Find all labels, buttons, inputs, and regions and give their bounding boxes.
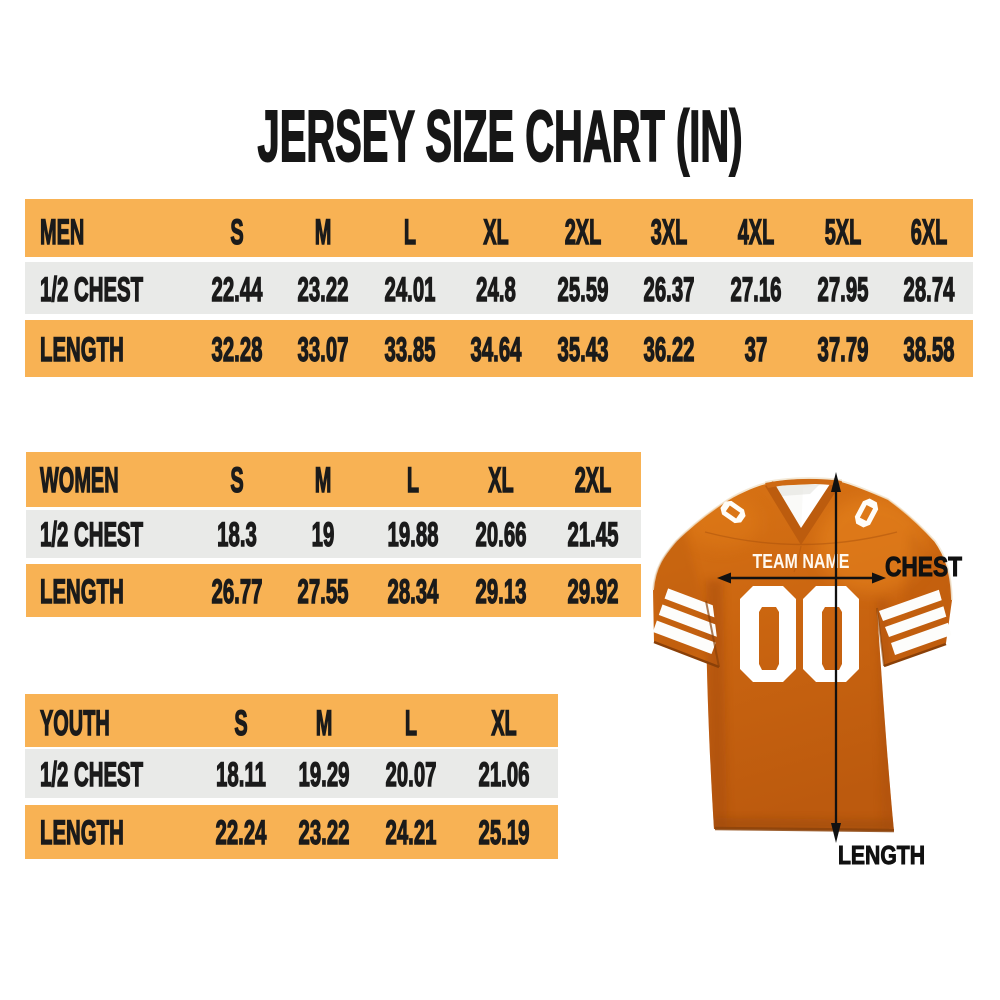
svg-text:27.95: 27.95: [817, 271, 868, 309]
svg-text:20.66: 20.66: [475, 516, 526, 554]
svg-text:35.43: 35.43: [557, 331, 608, 369]
svg-text:24.21: 24.21: [385, 814, 436, 852]
svg-text:27.16: 27.16: [730, 271, 781, 309]
svg-text:28.74: 28.74: [903, 271, 954, 309]
svg-text:L: L: [405, 704, 417, 743]
svg-text:JERSEY SIZE CHART (IN): JERSEY SIZE CHART (IN): [258, 97, 743, 177]
svg-text:37.79: 37.79: [817, 331, 868, 369]
svg-text:29.13: 29.13: [475, 573, 526, 611]
svg-text:23.22: 23.22: [298, 814, 349, 852]
svg-text:LENGTH: LENGTH: [40, 573, 124, 611]
svg-text:M: M: [315, 213, 332, 252]
svg-text:S: S: [230, 461, 243, 500]
svg-text:29.92: 29.92: [567, 573, 618, 611]
svg-text:1/2 CHEST: 1/2 CHEST: [40, 516, 143, 554]
svg-text:34.64: 34.64: [470, 331, 521, 369]
svg-text:24.8: 24.8: [476, 271, 516, 309]
svg-text:27.55: 27.55: [297, 573, 348, 611]
svg-text:33.85: 33.85: [384, 331, 435, 369]
svg-text:19.88: 19.88: [387, 516, 438, 554]
svg-text:CHEST: CHEST: [885, 551, 962, 582]
svg-text:18.3: 18.3: [217, 516, 257, 554]
svg-text:M: M: [315, 461, 332, 500]
svg-text:YOUTH: YOUTH: [40, 704, 110, 743]
svg-text:3XL: 3XL: [651, 213, 688, 252]
svg-text:1/2 CHEST: 1/2 CHEST: [40, 756, 143, 794]
svg-text:2XL: 2XL: [575, 461, 612, 500]
svg-text:24.01: 24.01: [384, 271, 435, 309]
svg-text:LENGTH: LENGTH: [838, 840, 925, 870]
svg-text:28.34: 28.34: [387, 573, 438, 611]
svg-text:LENGTH: LENGTH: [40, 814, 124, 852]
svg-text:1/2 CHEST: 1/2 CHEST: [40, 271, 143, 309]
svg-text:6XL: 6XL: [911, 213, 948, 252]
svg-text:19.29: 19.29: [298, 756, 349, 794]
svg-text:XL: XL: [483, 213, 508, 252]
svg-text:25.59: 25.59: [557, 271, 608, 309]
svg-text:38.58: 38.58: [903, 331, 954, 369]
svg-text:20.07: 20.07: [385, 756, 436, 794]
svg-text:TEAM NAME: TEAM NAME: [753, 551, 850, 573]
svg-text:L: L: [404, 213, 416, 252]
svg-text:M: M: [316, 704, 333, 743]
svg-text:21.45: 21.45: [567, 516, 618, 554]
svg-text:33.07: 33.07: [297, 331, 348, 369]
svg-text:36.22: 36.22: [643, 331, 694, 369]
svg-text:25.19: 25.19: [478, 814, 529, 852]
svg-text:4XL: 4XL: [738, 213, 775, 252]
svg-text:XL: XL: [491, 704, 516, 743]
svg-text:S: S: [234, 704, 247, 743]
svg-text:L: L: [407, 461, 419, 500]
svg-text:S: S: [230, 213, 243, 252]
svg-text:26.77: 26.77: [211, 573, 262, 611]
svg-text:22.44: 22.44: [211, 271, 262, 309]
svg-text:18.11: 18.11: [216, 756, 266, 794]
svg-text:2XL: 2XL: [565, 213, 602, 252]
svg-text:19: 19: [312, 516, 335, 554]
svg-text:MEN: MEN: [40, 213, 84, 252]
svg-text:WOMEN: WOMEN: [40, 461, 119, 500]
svg-text:LENGTH: LENGTH: [40, 331, 124, 369]
svg-text:5XL: 5XL: [825, 213, 862, 252]
svg-text:32.28: 32.28: [211, 331, 262, 369]
svg-text:XL: XL: [488, 461, 513, 500]
svg-text:26.37: 26.37: [643, 271, 694, 309]
svg-text:23.22: 23.22: [297, 271, 348, 309]
svg-text:37: 37: [745, 331, 768, 369]
svg-text:21.06: 21.06: [478, 756, 529, 794]
svg-text:22.24: 22.24: [215, 814, 266, 852]
